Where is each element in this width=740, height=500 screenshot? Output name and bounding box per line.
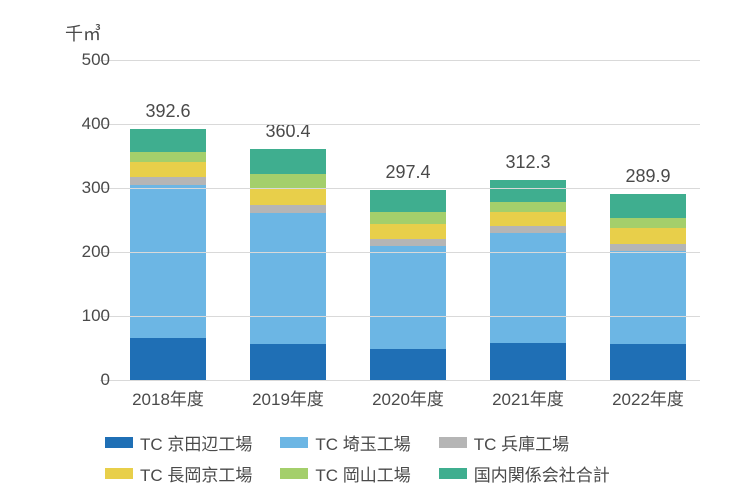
bar-segment (130, 338, 206, 380)
bar-column: 289.9 (610, 194, 686, 380)
legend-swatch (105, 468, 133, 479)
gridline (100, 316, 700, 317)
legend-swatch (439, 468, 467, 479)
bar-segment (490, 233, 566, 343)
x-tick-label: 2019年度 (238, 385, 338, 410)
legend-item: TC 兵庫工場 (439, 430, 569, 455)
bar-total-label: 312.3 (490, 152, 566, 173)
y-tick-label: 400 (60, 114, 110, 134)
plot-area: 392.6 360.4 297.4 312.3 289.9 (100, 60, 700, 380)
bar-column: 297.4 (370, 190, 446, 380)
bar-column: 360.4 (250, 149, 326, 380)
legend-swatch (280, 437, 308, 448)
bar-segment (370, 349, 446, 380)
bar-segment (610, 251, 686, 343)
bar-segment (610, 228, 686, 244)
bar-column: 392.6 (130, 129, 206, 380)
x-tick-label: 2020年度 (358, 385, 458, 410)
bar-segment (250, 174, 326, 189)
legend-label: 国内関係会社合計 (474, 461, 610, 486)
bar-segment (370, 224, 446, 239)
y-axis-unit: 千㎥ (65, 20, 101, 46)
legend-label: TC 京田辺工場 (140, 430, 252, 455)
bar-segment (490, 180, 566, 202)
legend-label: TC 岡山工場 (315, 461, 410, 486)
y-tick-label: 200 (60, 242, 110, 262)
legend-swatch (105, 437, 133, 448)
bar-segment (130, 152, 206, 162)
y-tick-label: 500 (60, 50, 110, 70)
legend-item: 国内関係会社合計 (439, 461, 610, 486)
x-tick-label: 2021年度 (478, 385, 578, 410)
bar-segment (130, 177, 206, 185)
legend-label: TC 埼玉工場 (315, 430, 410, 455)
legend-label: TC 兵庫工場 (474, 430, 569, 455)
bar-segment (250, 213, 326, 344)
legend-swatch (439, 437, 467, 448)
bar-segment (130, 162, 206, 177)
bar-segment (250, 344, 326, 380)
gridline (100, 188, 700, 189)
y-tick-label: 300 (60, 178, 110, 198)
legend-item: TC 埼玉工場 (280, 430, 410, 455)
bar-segment (130, 129, 206, 152)
bar-segment (130, 185, 206, 337)
bar-segment (490, 202, 566, 212)
gridline (100, 124, 700, 125)
bar-segment (490, 226, 566, 233)
gridline (100, 252, 700, 253)
bar-segment (610, 244, 686, 251)
bar-segment (490, 212, 566, 226)
legend: TC 京田辺工場 TC 埼玉工場 TC 兵庫工場 TC 長岡京工場 TC 岡山工場 国内関… (105, 430, 705, 486)
legend-label: TC 長岡京工場 (140, 461, 252, 486)
bar-segment (250, 189, 326, 206)
bar-segment (250, 205, 326, 213)
legend-swatch (280, 468, 308, 479)
legend-item: TC 岡山工場 (280, 461, 410, 486)
bar-segment (370, 212, 446, 224)
y-tick-label: 100 (60, 306, 110, 326)
bar-segment (610, 218, 686, 228)
bar-total-label: 392.6 (130, 101, 206, 122)
bar-segment (370, 246, 446, 348)
gridline (100, 380, 700, 381)
y-tick-label: 0 (60, 370, 110, 390)
bar-total-label: 289.9 (610, 166, 686, 187)
bar-segment (250, 149, 326, 174)
bar-column: 312.3 (490, 180, 566, 380)
x-tick-label: 2018年度 (118, 385, 218, 410)
bar-segment (610, 194, 686, 218)
bars-container: 392.6 360.4 297.4 312.3 289.9 (100, 60, 700, 380)
x-tick-label: 2022年度 (598, 385, 698, 410)
legend-item: TC 長岡京工場 (105, 461, 252, 486)
bar-segment (370, 239, 446, 246)
legend-item: TC 京田辺工場 (105, 430, 252, 455)
stacked-bar-chart: 千㎥ 392.6 360.4 297.4 312.3 289.9 0 100 200 300 4… (40, 20, 720, 460)
bar-total-label: 297.4 (370, 162, 446, 183)
bar-segment (490, 343, 566, 380)
bar-segment (370, 190, 446, 213)
bar-segment (610, 344, 686, 380)
gridline (100, 60, 700, 61)
